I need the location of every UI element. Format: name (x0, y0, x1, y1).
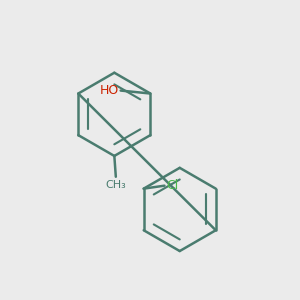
Text: HO: HO (100, 84, 119, 97)
Text: CH₃: CH₃ (105, 180, 126, 190)
Text: Cl: Cl (166, 179, 178, 192)
